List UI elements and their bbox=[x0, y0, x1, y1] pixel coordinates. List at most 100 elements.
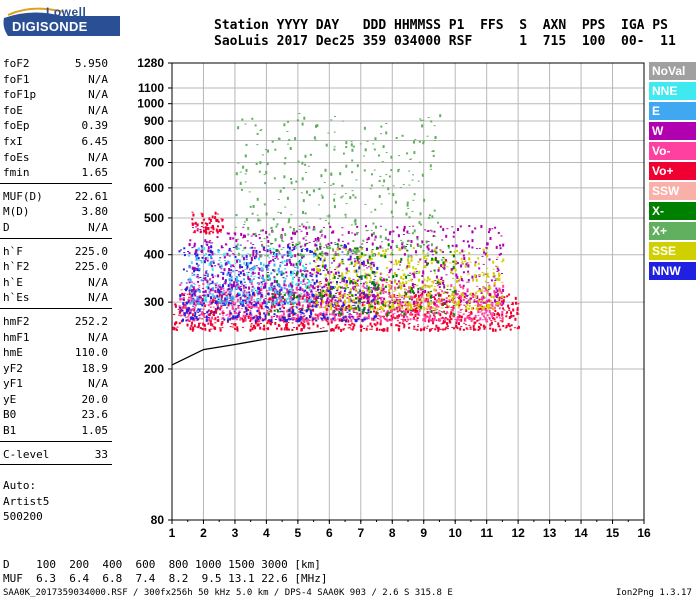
echo-point bbox=[508, 309, 511, 311]
echo-point bbox=[355, 251, 358, 255]
echo-point bbox=[376, 292, 379, 295]
echo-point bbox=[388, 193, 391, 195]
echo-point bbox=[400, 239, 403, 241]
echo-point bbox=[342, 287, 345, 289]
echo-point bbox=[224, 297, 227, 301]
tick-labels: 1 2 3 4 5 6 7 8 9 10 11 12 13 14 15 1680200300400500600… bbox=[137, 56, 651, 540]
echo-point bbox=[442, 328, 445, 331]
echo-point bbox=[517, 303, 520, 305]
echo-point bbox=[261, 154, 264, 156]
echo-point bbox=[339, 295, 342, 297]
echo-point bbox=[374, 235, 377, 239]
echo-point bbox=[199, 277, 202, 278]
echo-point bbox=[338, 318, 341, 322]
echo-point bbox=[219, 262, 222, 264]
echo-point bbox=[237, 284, 240, 286]
echo-point bbox=[280, 248, 283, 250]
echo-point bbox=[216, 213, 219, 215]
echo-point bbox=[343, 316, 346, 318]
echo-point bbox=[189, 301, 192, 305]
echo-point bbox=[327, 273, 330, 275]
echo-point bbox=[356, 279, 359, 282]
echo-point bbox=[279, 189, 282, 193]
echo-point bbox=[265, 312, 268, 316]
echo-point bbox=[435, 247, 438, 250]
echo-point bbox=[408, 295, 410, 298]
echo-point bbox=[496, 256, 499, 258]
echo-point bbox=[398, 294, 401, 297]
echo-point bbox=[457, 318, 460, 321]
echo-point bbox=[246, 273, 249, 276]
echo-point bbox=[423, 298, 426, 300]
echo-point bbox=[291, 249, 294, 252]
echo-point bbox=[350, 300, 352, 302]
echo-point bbox=[237, 313, 240, 317]
echo-point bbox=[246, 294, 249, 296]
echo-point bbox=[198, 314, 201, 316]
echo-point bbox=[216, 319, 219, 322]
echo-point bbox=[315, 301, 318, 305]
echo-point bbox=[211, 280, 214, 284]
echo-point bbox=[347, 258, 350, 261]
echo-point bbox=[206, 259, 209, 262]
echo-point bbox=[240, 308, 243, 310]
echo-point bbox=[203, 298, 206, 302]
echo-point bbox=[288, 253, 291, 256]
echo-point bbox=[282, 300, 285, 303]
echo-point bbox=[324, 264, 327, 268]
echo-point bbox=[243, 278, 245, 281]
echo-point bbox=[381, 283, 384, 287]
echo-point bbox=[410, 256, 413, 259]
echo-point bbox=[270, 284, 273, 287]
echo-point bbox=[406, 152, 409, 155]
echo-point bbox=[388, 301, 391, 304]
echo-point bbox=[351, 322, 354, 325]
echo-point bbox=[330, 172, 333, 176]
echo-point bbox=[234, 302, 237, 306]
echo-point bbox=[412, 287, 415, 289]
echo-point bbox=[444, 292, 447, 294]
echo-point bbox=[327, 301, 330, 305]
echo-point bbox=[398, 292, 400, 294]
param-name: yE bbox=[3, 392, 17, 406]
echo-point bbox=[443, 263, 446, 267]
echo-point bbox=[216, 306, 219, 310]
echo-point bbox=[468, 273, 471, 275]
echo-point bbox=[179, 314, 182, 317]
echo-point bbox=[210, 245, 213, 249]
echo-point bbox=[273, 271, 276, 273]
echo-point bbox=[278, 253, 281, 255]
echo-point bbox=[241, 326, 244, 328]
echo-point bbox=[278, 294, 281, 298]
echo-point bbox=[485, 247, 488, 250]
echo-point bbox=[405, 292, 408, 296]
echo-point bbox=[390, 323, 393, 327]
echo-point bbox=[248, 278, 251, 282]
echo-point bbox=[305, 226, 308, 230]
echo-point bbox=[339, 290, 342, 293]
echo-point bbox=[252, 292, 254, 294]
echo-point bbox=[214, 301, 217, 305]
echo-point bbox=[252, 316, 255, 319]
echo-point bbox=[286, 310, 289, 313]
echo-point bbox=[253, 299, 255, 301]
echo-point bbox=[501, 281, 504, 283]
param-row: hmF1 N/A bbox=[0, 330, 112, 346]
echo-point bbox=[400, 284, 403, 287]
legend-item: X- bbox=[649, 202, 696, 220]
echo-point bbox=[348, 299, 351, 303]
echo-point bbox=[353, 269, 356, 273]
echo-point bbox=[372, 231, 375, 235]
echo-point bbox=[413, 283, 416, 285]
echo-point bbox=[458, 298, 460, 300]
echo-point bbox=[341, 274, 344, 277]
echo-point bbox=[198, 322, 200, 325]
echo-point bbox=[236, 298, 239, 302]
echo-point bbox=[197, 311, 200, 313]
echo-point bbox=[437, 270, 440, 272]
echo-point bbox=[468, 307, 470, 310]
echo-point bbox=[216, 294, 219, 298]
echo-point bbox=[363, 286, 366, 289]
echo-point bbox=[430, 262, 433, 265]
echo-point bbox=[440, 264, 443, 268]
